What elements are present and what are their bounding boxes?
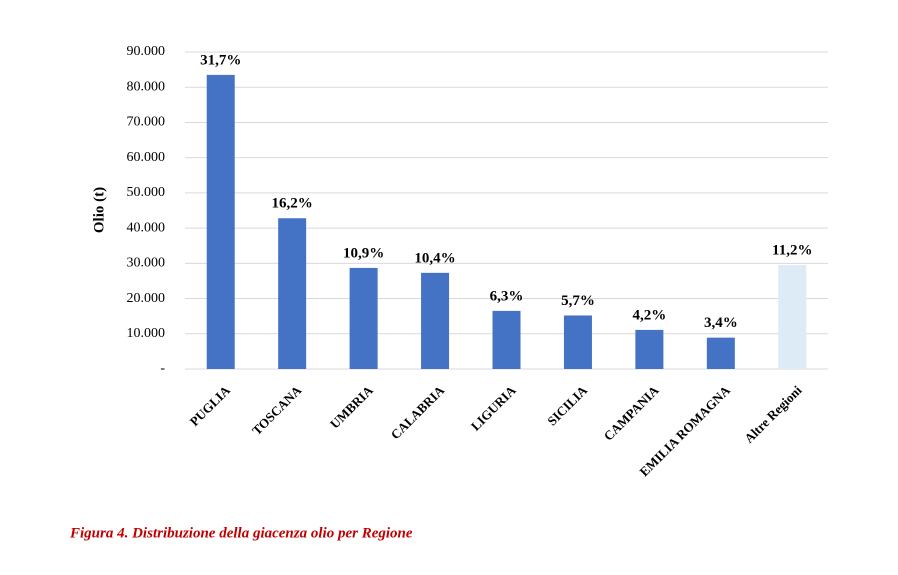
y-tick-label: - xyxy=(160,361,165,376)
bar xyxy=(563,315,592,369)
x-tick-label: SICILIA xyxy=(544,382,590,428)
caption: Figura 4. Distribuzione della giacenza o… xyxy=(69,525,413,541)
x-tick-label: Altre Regioni xyxy=(741,382,805,446)
data-label: 11,2% xyxy=(772,243,812,259)
data-label: 4,2% xyxy=(633,307,667,323)
y-tick-label: 80.000 xyxy=(127,79,166,94)
x-tick-label: LIGURIA xyxy=(468,382,519,433)
data-label: 5,7% xyxy=(561,293,595,309)
y-tick-label: 40.000 xyxy=(127,220,166,235)
bar xyxy=(778,265,807,369)
bar xyxy=(278,218,307,369)
data-label: 3,4% xyxy=(704,315,738,331)
y-tick-label: 50.000 xyxy=(127,185,166,200)
bar xyxy=(421,272,450,369)
x-tick-label: CAMPANIA xyxy=(601,382,662,443)
x-tick-label: TOSCANA xyxy=(249,382,305,438)
y-tick-label: 90.000 xyxy=(127,44,166,59)
y-tick-label: 60.000 xyxy=(127,150,166,165)
bar xyxy=(492,310,521,369)
bar xyxy=(635,329,664,369)
data-label: 16,2% xyxy=(272,196,313,212)
x-tick-label: PUGLIA xyxy=(187,382,234,429)
y-tick-label: 20.000 xyxy=(127,291,166,306)
x-tick-label: CALABRIA xyxy=(388,382,448,442)
data-label: 10,9% xyxy=(343,245,384,261)
data-label: 10,4% xyxy=(414,250,455,266)
y-tick-label: 70.000 xyxy=(127,115,166,130)
bar xyxy=(206,74,235,370)
y-axis-label: Olio (t) xyxy=(91,187,107,233)
y-tick-label: 30.000 xyxy=(127,256,166,271)
bar xyxy=(349,267,378,369)
bar xyxy=(706,337,735,369)
y-tick-label: 10.000 xyxy=(127,326,166,341)
x-tick-label: UMBRIA xyxy=(327,382,376,431)
data-label: 31,7% xyxy=(200,52,241,68)
data-label: 6,3% xyxy=(490,288,524,304)
